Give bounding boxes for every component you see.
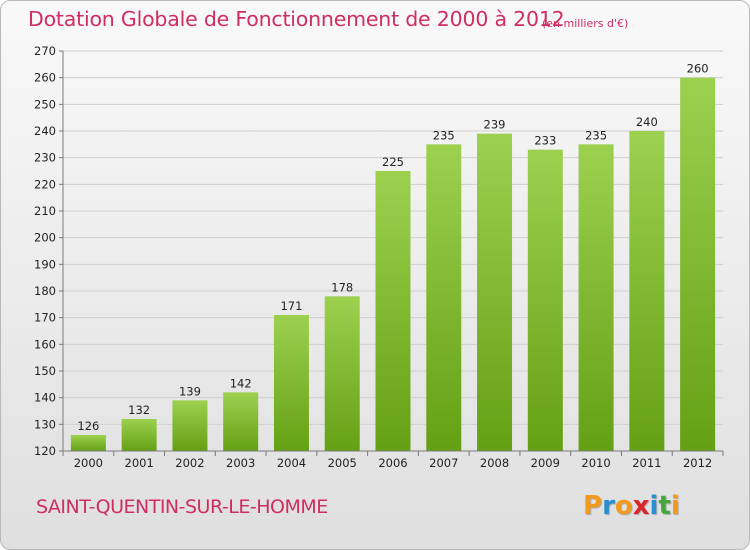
logo-letter: o xyxy=(614,491,633,521)
x-tick-label: 2010 xyxy=(581,456,610,470)
data-label-2008: 239 xyxy=(484,118,506,132)
logo-letter: r xyxy=(602,491,615,521)
y-axis-ticks: 120 130 140 150 160 170 180 190 200 210 220 230 240 2… xyxy=(34,44,63,458)
y-tick-label: 180 xyxy=(34,284,56,298)
y-tick-label: 240 xyxy=(34,124,56,138)
y-tick-label: 210 xyxy=(34,204,56,218)
data-label-2001: 132 xyxy=(128,403,150,417)
x-tick-label: 2008 xyxy=(480,456,509,470)
y-tick-label: 130 xyxy=(34,417,56,431)
y-tick-label: 250 xyxy=(34,97,56,111)
bar-2001 xyxy=(121,419,157,451)
data-labels: 126 132 139 142 171 178 225 235 239 233 235 240 260 xyxy=(77,62,708,433)
bar-2002 xyxy=(172,400,208,451)
y-tick-label: 190 xyxy=(34,257,56,271)
chart-subtitle: (en milliers d'€) xyxy=(542,17,629,30)
bar-2000 xyxy=(70,435,106,451)
bar-2011 xyxy=(629,131,665,451)
x-tick-label: 2007 xyxy=(429,456,458,470)
y-tick-label: 150 xyxy=(34,364,56,378)
y-tick-label: 160 xyxy=(34,337,56,351)
x-tick-label: 2005 xyxy=(328,456,357,470)
data-label-2007: 235 xyxy=(433,128,455,142)
data-label-2005: 178 xyxy=(331,280,353,294)
data-label-2010: 235 xyxy=(585,128,607,142)
y-tick-label: 120 xyxy=(34,444,56,458)
y-tick-label: 270 xyxy=(34,44,56,58)
logo-letter: x xyxy=(632,491,650,521)
y-tick-label: 200 xyxy=(34,231,56,245)
data-label-2003: 142 xyxy=(230,376,252,390)
logo-letter: P xyxy=(583,491,603,521)
x-tick-label: 2004 xyxy=(277,456,306,470)
bar-2007 xyxy=(426,144,462,452)
data-label-2012: 260 xyxy=(687,62,709,76)
x-tick-label: 2011 xyxy=(632,456,661,470)
logo-letter: i xyxy=(649,491,659,521)
y-tick-label: 140 xyxy=(34,391,56,405)
y-tick-label: 170 xyxy=(34,311,56,325)
data-label-2004: 171 xyxy=(280,299,302,313)
chart-title: Dotation Globale de Fonctionnement de 20… xyxy=(28,7,565,31)
bar-2012 xyxy=(680,77,716,452)
y-tick-label: 230 xyxy=(34,151,56,165)
x-tick-label: 2002 xyxy=(175,456,204,470)
x-tick-label: 2003 xyxy=(226,456,255,470)
data-label-2002: 139 xyxy=(179,384,201,398)
bar-2004 xyxy=(273,315,309,451)
x-tick-label: 2006 xyxy=(378,456,407,470)
y-tick-label: 220 xyxy=(34,177,56,191)
bar-2008 xyxy=(477,133,513,451)
bar-2005 xyxy=(324,296,360,451)
x-axis-ticks: 2000 2001 2002 2003 2004 2005 2006 2007 2008 2009… xyxy=(62,451,724,470)
bar-2003 xyxy=(223,392,259,451)
data-label-2006: 225 xyxy=(382,155,404,169)
data-label-2000: 126 xyxy=(77,419,99,433)
x-tick-label: 2001 xyxy=(125,456,154,470)
city-name: SAINT-QUENTIN-SUR-LE-HOMME xyxy=(36,496,328,518)
logo-letter: t xyxy=(658,491,671,521)
x-tick-label: 2012 xyxy=(683,456,712,470)
data-label-2011: 240 xyxy=(636,115,658,129)
x-tick-label: 2009 xyxy=(531,456,560,470)
proxiti-logo: Proxiti xyxy=(583,491,680,521)
bar-2010 xyxy=(578,144,614,452)
logo-letter: i xyxy=(670,491,680,521)
y-tick-label: 260 xyxy=(34,71,56,85)
data-label-2009: 233 xyxy=(534,134,556,148)
x-tick-label: 2000 xyxy=(74,456,103,470)
bar-2009 xyxy=(527,149,563,451)
bars xyxy=(70,77,716,452)
axes xyxy=(62,51,723,452)
bar-2006 xyxy=(375,171,411,451)
